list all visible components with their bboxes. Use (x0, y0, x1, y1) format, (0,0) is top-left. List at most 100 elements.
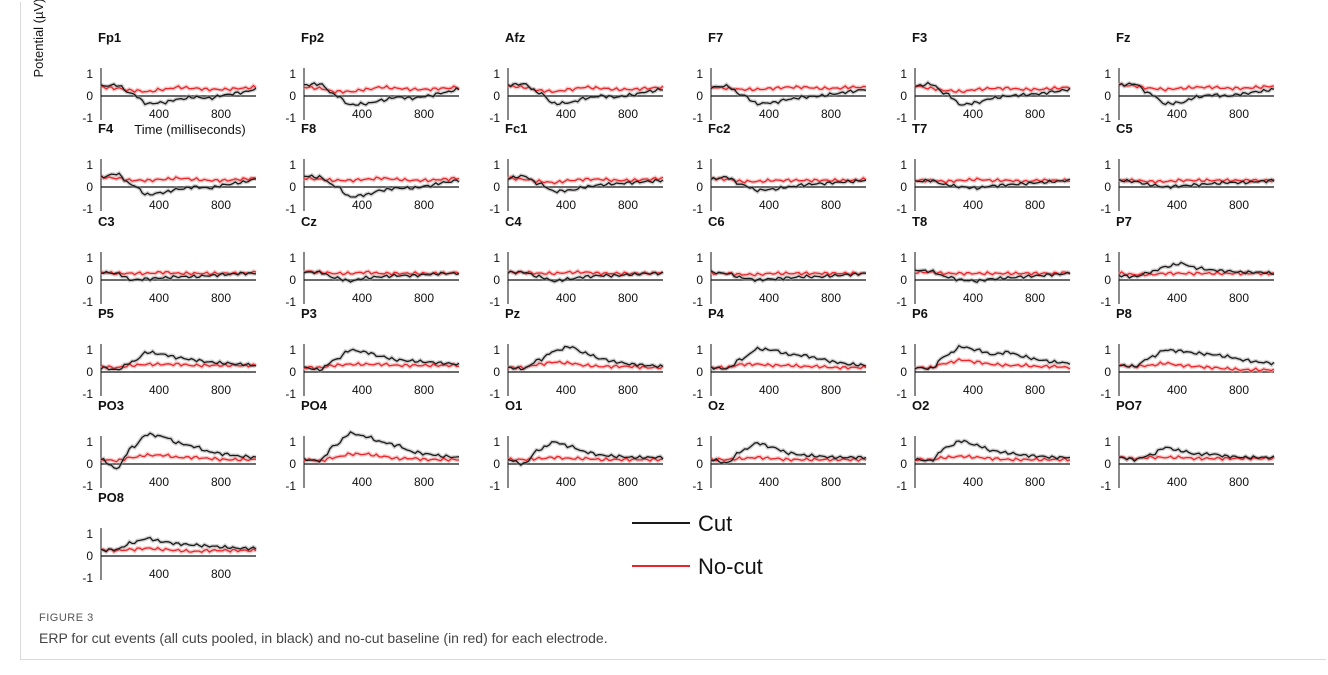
electrode-label: P5 (98, 306, 114, 321)
x-tick-label: 800 (1229, 107, 1249, 121)
x-tick-label: 800 (1229, 198, 1249, 212)
electrode-label: Cz (301, 214, 317, 229)
figure-label: FIGURE 3 (39, 612, 94, 624)
y-tick-label: 1 (1104, 67, 1111, 81)
panel-f7: F7 1 0 -1 400 800 (692, 30, 867, 125)
cut-series-line (100, 83, 257, 106)
y-tick-label: 1 (493, 435, 500, 449)
x-tick-label: 800 (618, 198, 638, 212)
x-tick-label: 400 (963, 107, 983, 121)
no-cut-series-line (507, 269, 664, 276)
x-tick-label: 400 (1167, 107, 1187, 121)
cut-series-line (303, 348, 460, 372)
panel-oz: Oz 1 0 -1 400 800 (692, 398, 868, 493)
no-cut-series-line (100, 84, 257, 94)
y-tick-label: 0 (1104, 89, 1111, 103)
electrode-label: Fc1 (505, 121, 527, 136)
panel-p5: P5 1 0 -1 400 800 (82, 306, 258, 401)
y-tick-label: 1 (493, 67, 500, 81)
x-tick-label: 800 (211, 567, 231, 581)
no-cut-series-line (100, 546, 257, 554)
x-tick-label: 400 (556, 475, 576, 489)
no-cut-series-line (100, 270, 257, 276)
panel-fz: Fz 1 0 -1 400 800 (1100, 30, 1275, 125)
y-tick-label: -1 (489, 202, 500, 216)
y-tick-label: -1 (82, 387, 93, 401)
panel-po7: PO7 1 0 -1 400 800 (1100, 398, 1276, 493)
x-tick-label: 400 (352, 107, 372, 121)
no-cut-series-line (303, 176, 460, 183)
y-tick-label: -1 (82, 202, 93, 216)
x-tick-label: 400 (1167, 383, 1187, 397)
x-tick-label: 400 (352, 475, 372, 489)
y-tick-label: -1 (896, 387, 907, 401)
electrode-label: P6 (912, 306, 928, 321)
cut-series-line (914, 344, 1071, 371)
panel-p3: P3 1 0 -1 400 800 (285, 306, 461, 401)
y-tick-label: -1 (692, 479, 703, 493)
y-tick-label: -1 (285, 295, 296, 309)
electrode-label: PO4 (301, 398, 328, 413)
x-tick-label: 400 (1167, 291, 1187, 305)
y-tick-label: 1 (86, 435, 93, 449)
no-cut-series-line (710, 271, 866, 277)
legend-cut-label: Cut (698, 511, 732, 536)
electrode-label: O1 (505, 398, 522, 413)
cut-series-line (1118, 82, 1275, 106)
electrode-label: Pz (505, 306, 521, 321)
x-tick-label: 800 (211, 475, 231, 489)
x-tick-label: 800 (1229, 475, 1249, 489)
x-tick-label: 400 (352, 383, 372, 397)
y-tick-label: 1 (289, 343, 296, 357)
x-tick-label: 800 (414, 383, 434, 397)
y-tick-label: 0 (900, 365, 907, 379)
figure-frame (20, 2, 1326, 660)
x-axis-label: Time (milliseconds) (134, 122, 245, 137)
x-tick-label: 400 (963, 291, 983, 305)
panel-pz: Pz 1 0 -1 400 800 (489, 306, 665, 401)
y-tick-label: 1 (900, 67, 907, 81)
no-cut-series-line (1118, 178, 1275, 184)
y-tick-label: -1 (692, 387, 703, 401)
electrode-label: Fc2 (708, 121, 730, 136)
y-tick-label: 0 (900, 273, 907, 287)
x-tick-label: 800 (821, 291, 841, 305)
y-tick-label: -1 (1100, 295, 1111, 309)
panel-p6: P6 1 0 -1 400 800 (896, 306, 1071, 401)
panel-o1: O1 1 0 -1 400 800 (489, 398, 665, 493)
no-cut-series-line (1118, 270, 1275, 277)
panel-po8: PO8 1 0 -1 400 800 (82, 490, 258, 585)
y-tick-label: 0 (86, 89, 93, 103)
cut-series-line (914, 81, 1071, 106)
y-tick-label: 1 (86, 527, 93, 541)
panel-fp2: Fp2 1 0 -1 400 800 (285, 30, 461, 125)
no-cut-series-line (914, 357, 1071, 370)
y-tick-label: 0 (289, 457, 296, 471)
cut-series-line (100, 536, 257, 553)
x-tick-label: 400 (149, 107, 169, 121)
x-tick-label: 400 (759, 291, 779, 305)
panel-t7: T7 1 0 -1 400 800 (896, 121, 1071, 216)
x-tick-label: 400 (352, 291, 372, 305)
y-tick-label: -1 (1100, 202, 1111, 216)
y-tick-label: 0 (696, 273, 703, 287)
y-tick-label: 1 (1104, 251, 1111, 265)
cut-error-band (100, 430, 257, 471)
x-tick-label: 800 (414, 291, 434, 305)
x-tick-label: 800 (821, 475, 841, 489)
y-tick-label: 0 (86, 549, 93, 563)
cut-series-line (710, 442, 867, 464)
panel-f3: F3 1 0 -1 400 800 (896, 30, 1072, 125)
panel-p4: P4 1 0 -1 400 800 (692, 306, 867, 401)
x-tick-label: 400 (759, 107, 779, 121)
x-tick-label: 400 (149, 567, 169, 581)
x-tick-label: 400 (556, 383, 576, 397)
cut-series-line (1118, 261, 1275, 279)
y-tick-label: -1 (1100, 111, 1111, 125)
electrode-label: Oz (708, 398, 725, 413)
legend-no-cut-label: No-cut (698, 554, 763, 579)
electrode-label: T7 (912, 121, 927, 136)
electrode-label: F3 (912, 30, 927, 45)
y-tick-label: 0 (900, 180, 907, 194)
